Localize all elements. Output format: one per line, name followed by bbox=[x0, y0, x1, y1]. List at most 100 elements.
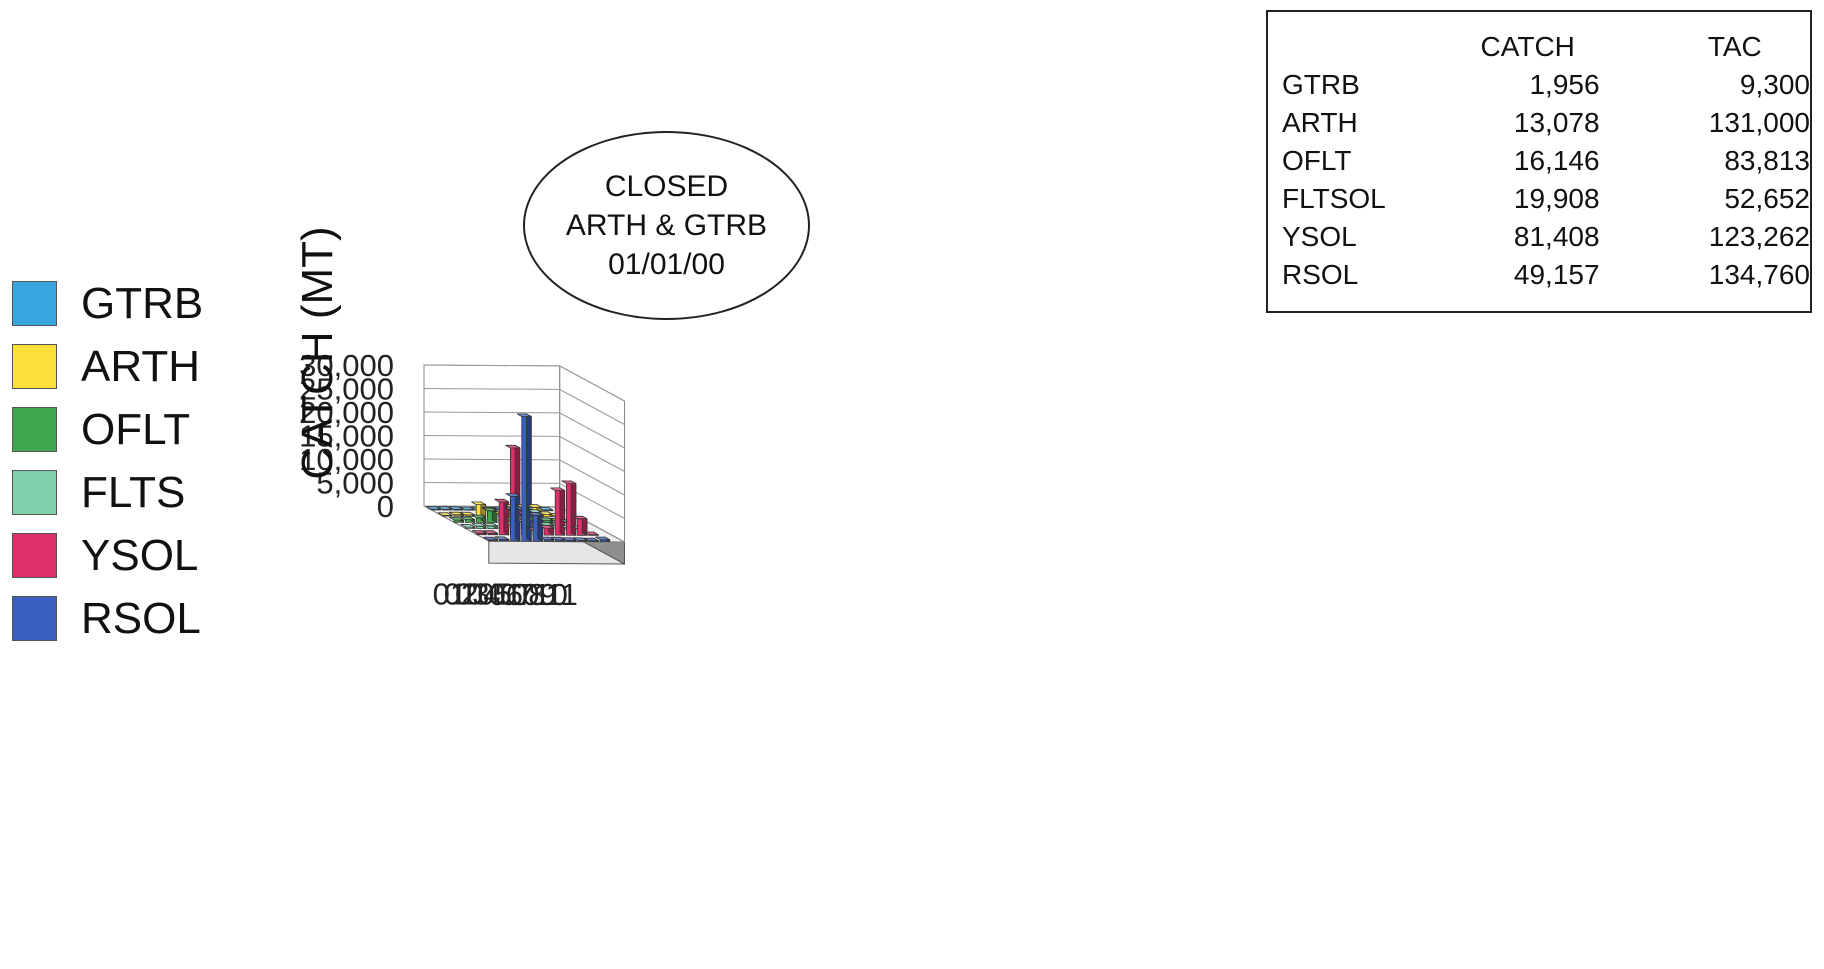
bar-ysol-11 bbox=[583, 531, 599, 537]
bar-flts-03 bbox=[482, 522, 498, 530]
x-tick-label: 06 bbox=[489, 577, 523, 612]
bar-gtrb-04 bbox=[459, 506, 475, 511]
table-row: GTRB 1,956 9,300 bbox=[1282, 66, 1810, 104]
table-cell-name: OFLT bbox=[1282, 145, 1352, 176]
bar-side-face bbox=[526, 413, 532, 542]
legend-item-ysol: YSOL bbox=[12, 524, 252, 587]
table-cell-catch: 81,408 bbox=[1513, 221, 1600, 252]
table-cell-catch: 16,146 bbox=[1513, 145, 1600, 176]
bar-top-face bbox=[448, 506, 464, 510]
bar-arth-01 bbox=[437, 512, 453, 517]
y-tick-label: 5,000 bbox=[316, 466, 394, 501]
bar-flts-01 bbox=[460, 523, 476, 530]
bar-rsol-06 bbox=[539, 536, 555, 542]
legend-swatch bbox=[12, 533, 57, 578]
bar-rsol-02 bbox=[494, 536, 510, 542]
x-tick-label: 05 bbox=[477, 577, 511, 612]
table-cell-name: RSOL bbox=[1282, 259, 1359, 290]
y-axis-title: CATCH (MT) bbox=[293, 226, 342, 480]
legend-label: RSOL bbox=[81, 593, 201, 643]
bar-top-face bbox=[448, 511, 464, 516]
bar-side-face bbox=[559, 487, 566, 536]
table-cell-catch: 1,956 bbox=[1529, 69, 1600, 100]
bar-top-face bbox=[561, 537, 577, 541]
annotation-line: CLOSED bbox=[604, 170, 729, 203]
bar-rsol-08 bbox=[561, 537, 577, 543]
bar-top-face bbox=[528, 512, 543, 516]
legend-item-rsol: RSOL bbox=[12, 587, 252, 650]
bar-top-face bbox=[471, 501, 486, 506]
legend-swatch bbox=[12, 281, 57, 326]
bar-ysol-10 bbox=[572, 515, 588, 536]
bar-top-face bbox=[539, 525, 554, 529]
legend-label: GTRB bbox=[81, 278, 204, 328]
legend-label: OFLT bbox=[81, 404, 191, 454]
bar-ysol-09 bbox=[561, 480, 577, 536]
x-tick-label: 03 bbox=[455, 577, 489, 612]
gridline bbox=[423, 364, 625, 402]
bar-top-face bbox=[460, 516, 475, 520]
table-header: CATCH bbox=[1480, 31, 1575, 62]
table-cell-tac: 9,300 bbox=[1739, 69, 1810, 100]
bar-rsol-11 bbox=[595, 536, 611, 543]
y-tick-label: 20,000 bbox=[299, 395, 394, 430]
closure-annotation: CLOSED ARTH & GTRB 01/01/00 bbox=[523, 131, 810, 320]
table-header bbox=[1282, 28, 1416, 66]
table-header-row: CATCH TAC bbox=[1282, 28, 1810, 66]
bar-top-face bbox=[583, 537, 599, 542]
y-tick-label: 10,000 bbox=[299, 442, 394, 477]
bar-top-face bbox=[471, 523, 487, 527]
table-cell-tac: 123,262 bbox=[1708, 221, 1810, 252]
gridline bbox=[423, 435, 625, 472]
table-header: TAC bbox=[1707, 31, 1762, 62]
bar-top-face bbox=[561, 480, 577, 484]
annotation-line: ARTH & GTRB bbox=[565, 209, 768, 242]
legend-swatch bbox=[12, 470, 57, 515]
bar-gtrb-11 bbox=[538, 506, 554, 512]
bar-top-face bbox=[460, 524, 476, 528]
bar-top-face bbox=[449, 516, 464, 521]
bar-arth-04 bbox=[471, 501, 487, 518]
bar-oflt-01 bbox=[449, 516, 464, 523]
gridline bbox=[423, 388, 625, 425]
table-cell-tac: 131,000 bbox=[1708, 107, 1810, 138]
bar-flts-02 bbox=[471, 522, 487, 530]
table-cell-name: ARTH bbox=[1282, 107, 1358, 138]
catch-tac-table: CATCH TAC GTRB 1,956 9,300 ARTH 13,078 1… bbox=[1266, 10, 1812, 313]
y-tick-label: 0 bbox=[377, 489, 394, 524]
annotation-line: 01/01/00 bbox=[608, 248, 725, 281]
bar-rsol-05 bbox=[528, 512, 543, 542]
gridline bbox=[423, 458, 625, 496]
table-row: OFLT 16,146 83,813 bbox=[1282, 142, 1810, 180]
bar-top-face bbox=[437, 512, 453, 516]
bar-top-face bbox=[459, 506, 475, 511]
legend: GTRB ARTH OFLT FLTS YSOL RSOL bbox=[12, 272, 252, 650]
bar-top-face bbox=[483, 536, 498, 541]
bar-top-face bbox=[483, 530, 498, 534]
table-cell-tac: 52,652 bbox=[1724, 183, 1810, 214]
bar-ysol-01 bbox=[471, 530, 487, 536]
legend-item-oflt: OFLT bbox=[12, 398, 252, 461]
bar-top-face bbox=[482, 522, 498, 527]
bar-top-face bbox=[426, 506, 441, 510]
bar-top-face bbox=[471, 514, 487, 519]
table-row: ARTH 13,078 131,000 bbox=[1282, 104, 1810, 142]
bar-top-face bbox=[572, 515, 588, 520]
x-tick-label: 02 bbox=[444, 577, 478, 612]
bar-oflt-02 bbox=[460, 516, 476, 524]
bar-top-face bbox=[538, 522, 554, 526]
bar-ysol-07 bbox=[539, 524, 554, 536]
x-tick-label: 11 bbox=[546, 577, 578, 612]
y-tick-label: 15,000 bbox=[299, 419, 394, 454]
bar-top-face bbox=[471, 530, 487, 534]
bar-ysol-08 bbox=[550, 487, 566, 536]
table-cell-name: FLTSOL bbox=[1282, 183, 1386, 214]
bar-gtrb-03 bbox=[448, 506, 464, 511]
table-cell-catch: 19,908 bbox=[1513, 183, 1600, 214]
bar-rsol-09 bbox=[572, 537, 588, 543]
legend-label: ARTH bbox=[81, 341, 200, 391]
legend-label: FLTS bbox=[81, 467, 186, 517]
bar-ysol-02 bbox=[483, 530, 498, 536]
legend-item-flts: FLTS bbox=[12, 461, 252, 524]
